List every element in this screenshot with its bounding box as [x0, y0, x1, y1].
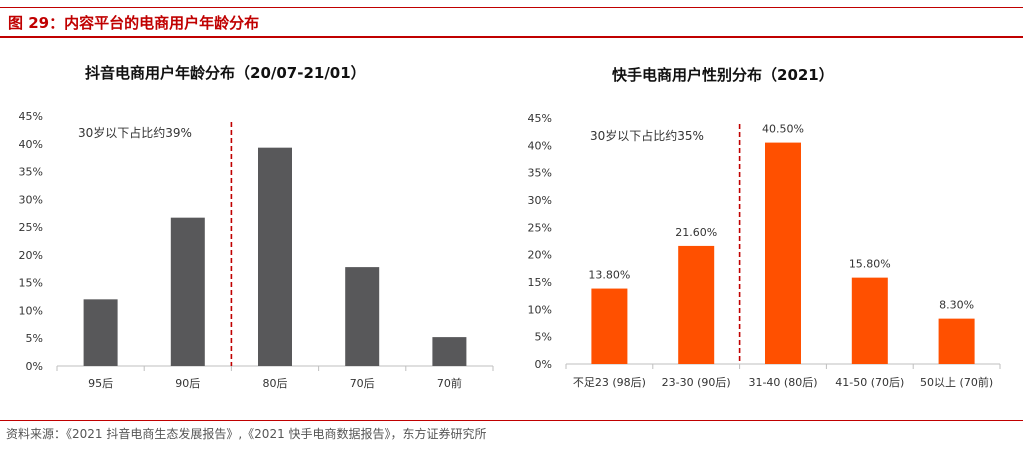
- bar: [432, 337, 467, 366]
- x-tick-label: 50以上 (70前): [920, 375, 993, 389]
- y-tick-label: 45%: [19, 110, 43, 123]
- bar: [765, 142, 801, 364]
- chart-title-kuaishou: 快手电商用户性别分布（2021）: [612, 66, 834, 84]
- top-rule: [0, 7, 1023, 8]
- bar: [170, 217, 205, 366]
- x-tick-label: 70后: [350, 377, 375, 390]
- bar: [938, 318, 975, 364]
- y-tick-label: 5%: [535, 331, 552, 344]
- data-label: 15.80%: [849, 258, 891, 271]
- y-tick-label: 20%: [528, 249, 552, 262]
- bar: [851, 277, 888, 364]
- y-tick-label: 25%: [19, 221, 43, 234]
- y-tick-label: 10%: [528, 303, 552, 316]
- x-tick-label: 31-40 (80后): [748, 376, 817, 389]
- x-tick-label: 41-50 (70后): [835, 376, 904, 389]
- chart-douyin-age: 0% 5% 10% 15% 20% 25% 30% 35% 40% 45% 95后 90后 80后 70后…: [19, 110, 494, 390]
- source-note: 资料来源：《2021 抖音电商生态发展报告》,《2021 快手电商数据报告》，东…: [6, 427, 487, 441]
- data-label: 40.50%: [762, 123, 804, 136]
- annotation-text: 30岁以下占比约35%: [590, 128, 704, 143]
- y-tick-label: 5%: [26, 332, 43, 345]
- data-label: 13.80%: [588, 269, 630, 282]
- bar: [678, 245, 715, 364]
- footer-rule: [0, 420, 1023, 421]
- bar: [345, 267, 380, 366]
- y-tick-label: 15%: [19, 277, 43, 290]
- y-tick-label: 25%: [528, 221, 552, 234]
- data-label: 8.30%: [939, 299, 974, 312]
- chart-title-douyin: 抖音电商用户年龄分布（20/07-21/01）: [85, 64, 366, 82]
- x-tick-label: 90后: [175, 377, 200, 390]
- bar: [591, 288, 628, 364]
- y-tick-label: 15%: [528, 276, 552, 289]
- x-tick-label: 80后: [263, 377, 288, 390]
- bar: [258, 147, 292, 366]
- y-tick-label: 35%: [528, 167, 552, 180]
- data-label: 21.60%: [675, 226, 717, 239]
- y-tick-label: 35%: [19, 166, 43, 179]
- y-tick-label: 0%: [26, 360, 43, 373]
- y-tick-label: 40%: [19, 138, 43, 151]
- bar: [83, 299, 118, 366]
- header-rule: [0, 36, 1023, 38]
- y-tick-label: 10%: [19, 304, 43, 317]
- y-tick-label: 0%: [535, 358, 552, 371]
- y-tick-label: 20%: [19, 249, 43, 262]
- annotation-text: 30岁以下占比约39%: [78, 125, 192, 140]
- x-tick-label: 不足23 (98后): [573, 376, 646, 389]
- figure-title: 图 29：内容平台的电商用户年龄分布: [8, 14, 260, 32]
- x-tick-label: 70前: [437, 376, 462, 390]
- y-tick-label: 30%: [19, 193, 43, 206]
- x-tick-label: 95后: [88, 377, 113, 390]
- y-tick-label: 45%: [528, 112, 552, 125]
- chart-kuaishou-age: 0% 5% 10% 15% 20% 25% 30% 35% 40% 45% 13.80% 不足23 (…: [528, 112, 1001, 389]
- y-tick-label: 40%: [528, 139, 552, 152]
- y-tick-label: 30%: [528, 194, 552, 207]
- x-tick-label: 23-30 (90后): [662, 376, 731, 389]
